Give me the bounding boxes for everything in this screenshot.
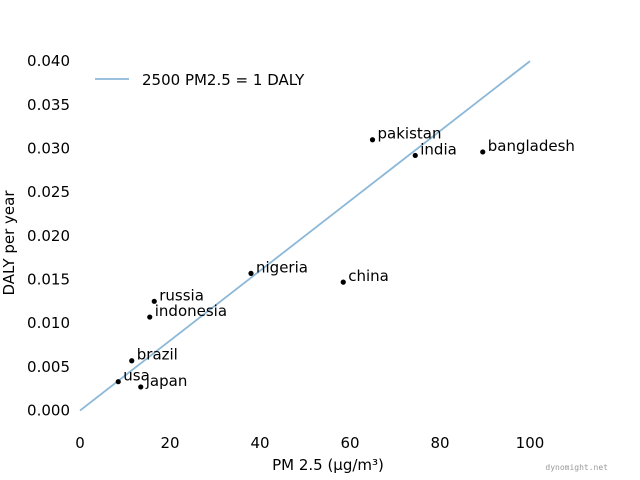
y-tick-label: 0.040 (27, 52, 70, 70)
y-tick-label: 0.005 (27, 358, 70, 376)
data-point-china (340, 279, 346, 285)
data-point-bangladesh (480, 149, 486, 155)
y-tick-label: 0.025 (27, 183, 70, 201)
y-tick-label: 0.000 (27, 402, 70, 420)
data-label-pakistan: pakistan (378, 125, 442, 143)
data-label-russia: russia (159, 286, 204, 304)
y-tick-label: 0.010 (27, 314, 70, 332)
x-axis-ticks: 0 20 40 60 80 100 (75, 434, 544, 452)
data-label-brazil: brazil (137, 346, 178, 364)
data-point-usa (115, 379, 121, 385)
data-point-brazil (129, 358, 135, 364)
data-point-pakistan (369, 137, 376, 143)
data-label-usa: usa (123, 367, 150, 385)
y-tick-label: 0.020 (27, 227, 70, 245)
data-label-indonesia: indonesia (155, 302, 227, 320)
y-axis-label: DALY per year (0, 190, 18, 296)
x-axis-label: PM 2.5 (µg/m³) (272, 456, 384, 474)
data-label-china: china (348, 267, 389, 285)
data-point-nigeria (248, 270, 254, 276)
x-tick-label: 100 (516, 434, 545, 452)
x-tick-label: 40 (250, 434, 269, 452)
y-tick-label: 0.015 (27, 270, 70, 288)
x-tick-label: 80 (430, 434, 449, 452)
data-label-nigeria: nigeria (256, 258, 308, 276)
data-points (115, 137, 486, 390)
data-label-japan: japan (145, 372, 188, 390)
y-axis-ticks: 0.000 0.005 0.010 0.015 0.020 0.025 0.030 0.035… (27, 52, 70, 419)
data-label-india: india (420, 140, 457, 158)
watermark: dynomight.net (545, 463, 608, 472)
x-tick-label: 0 (75, 434, 85, 452)
x-tick-label: 20 (160, 434, 179, 452)
legend: 2500 PM2.5 = 1 DALY (95, 71, 305, 89)
data-point-russia (151, 298, 157, 304)
x-tick-label: 60 (340, 434, 359, 452)
data-point-indonesia (147, 314, 153, 320)
data-label-bangladesh: bangladesh (488, 137, 575, 155)
y-tick-label: 0.035 (27, 96, 70, 114)
data-point-india (412, 152, 418, 159)
reference-line (79, 60, 531, 412)
y-tick-label: 0.030 (27, 139, 70, 157)
data-point-japan (138, 384, 144, 390)
legend-label: 2500 PM2.5 = 1 DALY (142, 71, 305, 89)
